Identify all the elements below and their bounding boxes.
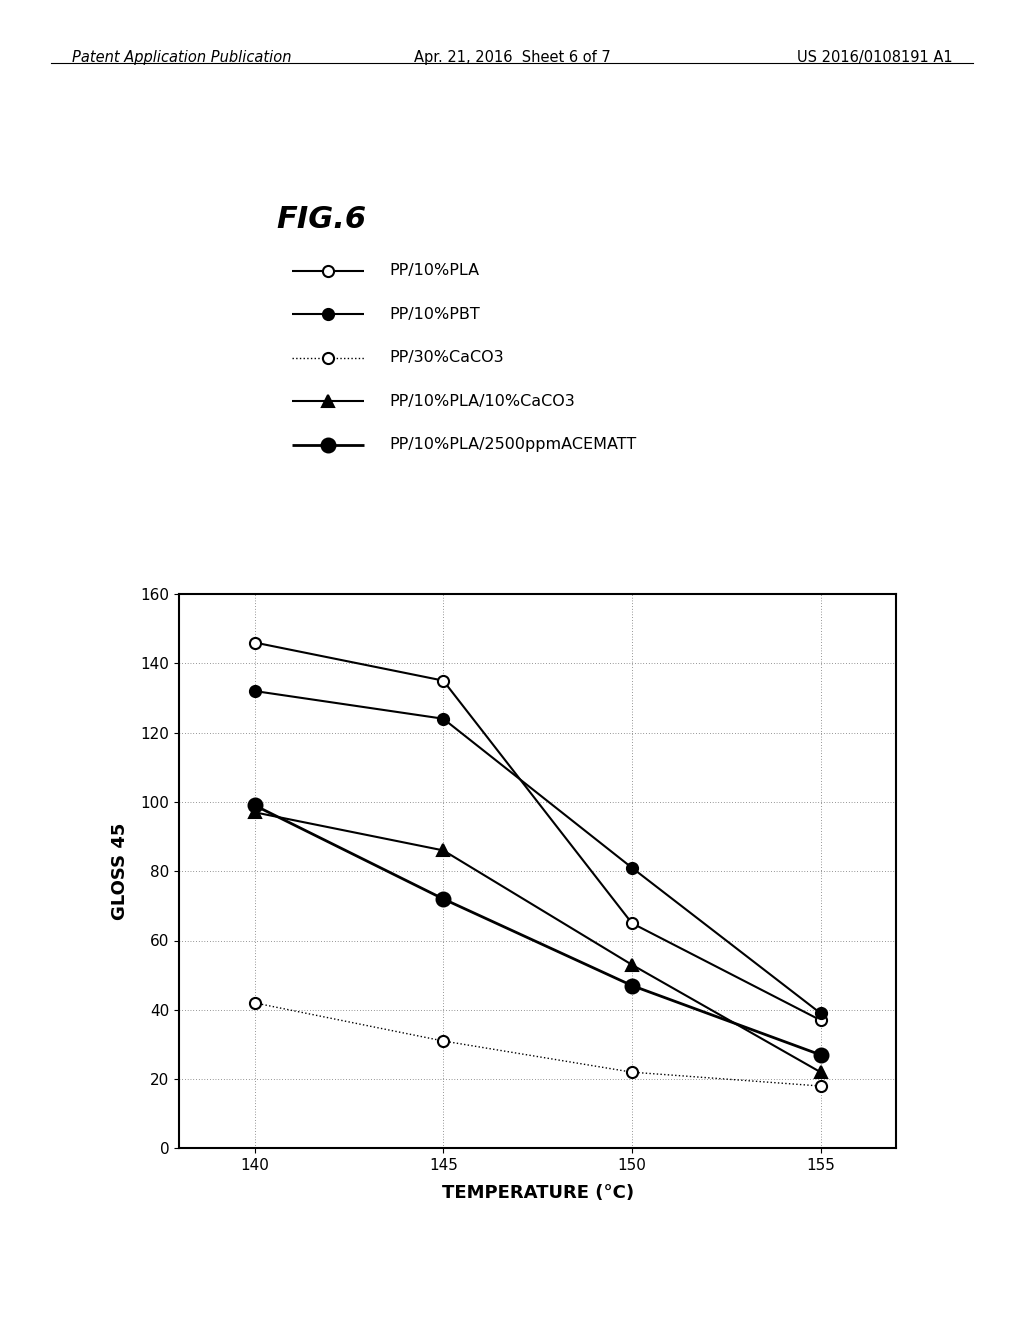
Text: FIG.6: FIG.6 [276, 205, 367, 234]
Text: PP/30%CaCO3: PP/30%CaCO3 [389, 350, 504, 366]
Text: Patent Application Publication: Patent Application Publication [72, 50, 291, 65]
Text: PP/10%PLA/2500ppmACEMATT: PP/10%PLA/2500ppmACEMATT [389, 437, 636, 453]
Y-axis label: GLOSS 45: GLOSS 45 [112, 822, 129, 920]
Text: PP/10%PBT: PP/10%PBT [389, 306, 480, 322]
Text: Apr. 21, 2016  Sheet 6 of 7: Apr. 21, 2016 Sheet 6 of 7 [414, 50, 610, 65]
Text: PP/10%PLA/10%CaCO3: PP/10%PLA/10%CaCO3 [389, 393, 574, 409]
Text: US 2016/0108191 A1: US 2016/0108191 A1 [797, 50, 952, 65]
Text: PP/10%PLA: PP/10%PLA [389, 263, 479, 279]
X-axis label: TEMPERATURE (°C): TEMPERATURE (°C) [441, 1184, 634, 1203]
